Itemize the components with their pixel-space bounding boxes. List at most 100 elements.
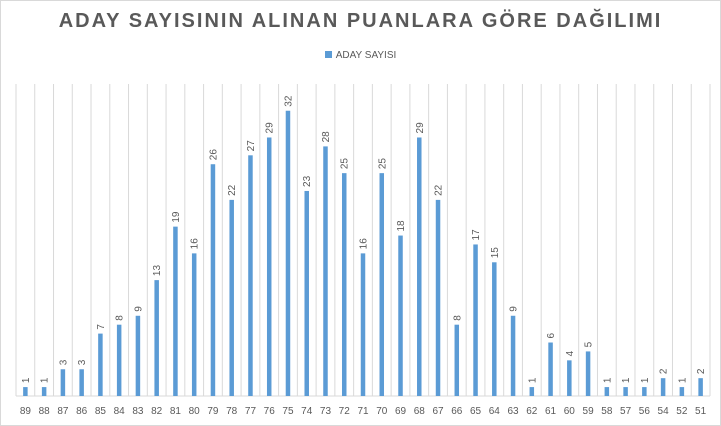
data-label: 8 [115,315,126,321]
x-tick-label: 59 [583,406,595,417]
bar [398,235,403,396]
x-tick-label: 56 [639,406,651,417]
bar [604,387,610,396]
data-label: 4 [565,350,576,356]
data-label: 25 [377,158,388,170]
bar [248,155,253,396]
data-label: 29 [265,122,276,134]
x-tick-label: 87 [57,406,69,417]
legend: ADAY SAYISI [0,50,721,61]
data-label: 1 [640,377,651,383]
data-label: 5 [584,341,595,347]
data-label: 18 [396,220,407,232]
x-tick-label: 72 [339,406,351,417]
bar [454,324,460,396]
data-label: 22 [227,184,238,196]
bar [585,351,591,396]
data-label: 3 [77,359,88,365]
data-label: 16 [359,238,370,250]
data-label: 23 [302,175,313,187]
x-tick-label: 85 [95,406,107,417]
bar [191,253,197,396]
x-tick-label: 70 [376,406,388,417]
bar [379,173,385,396]
data-label: 8 [452,315,463,321]
bar [435,199,441,396]
x-tick-label: 86 [76,406,88,417]
x-tick-label: 69 [395,406,407,417]
x-tick-label: 64 [489,406,501,417]
bar [116,324,122,396]
data-label: 17 [471,229,482,241]
x-tick-label: 54 [658,406,670,417]
x-tick-label: 84 [114,406,126,417]
bar [323,146,328,396]
bar [266,137,272,396]
data-label: 1 [602,377,613,383]
x-tick-label: 81 [170,406,182,417]
data-label: 1 [677,377,688,383]
data-label: 16 [190,238,201,250]
bar [79,369,84,396]
bar [510,315,516,396]
data-label: 3 [58,359,69,365]
x-tick-label: 82 [151,406,163,417]
bar [417,137,422,396]
bar [679,387,685,396]
x-tick-label: 58 [601,406,613,417]
bar [23,387,28,396]
x-tick-label: 75 [282,406,294,417]
bar [304,190,309,396]
bar [473,244,478,396]
x-tick-label: 71 [357,406,369,417]
bar [98,333,103,396]
bar [548,342,553,396]
bar [173,226,178,396]
bar [41,387,47,396]
data-label: 29 [415,122,426,134]
x-tick-label: 57 [620,406,632,417]
bar [341,173,347,396]
bar [529,387,535,396]
x-tick-label: 73 [320,406,332,417]
legend-swatch [324,51,332,58]
data-label: 1 [21,377,32,383]
bar [210,164,216,396]
x-tick-label: 83 [132,406,144,417]
x-tick-label: 88 [39,406,51,417]
x-tick-label: 63 [507,406,519,417]
bar [492,262,497,396]
x-tick-label: 78 [226,406,238,417]
data-label: 1 [527,377,538,383]
data-label: 2 [659,368,670,374]
data-label: 13 [152,265,163,277]
x-tick-label: 76 [264,406,276,417]
data-label: 6 [546,333,557,339]
data-label: 1 [40,377,51,383]
bar [623,387,628,396]
bar [154,280,159,396]
data-label: 9 [133,306,144,312]
data-label: 25 [340,158,351,170]
x-tick-label: 80 [189,406,201,417]
bar [360,253,366,396]
data-label: 19 [171,211,182,223]
x-tick-label: 68 [414,406,426,417]
data-label: 28 [321,131,332,143]
bar [135,315,141,396]
x-tick-label: 67 [432,406,444,417]
bar [642,387,647,396]
data-label: 1 [621,377,632,383]
x-tick-label: 52 [676,406,688,417]
bar [660,378,666,396]
data-label: 22 [434,184,445,196]
data-label: 7 [96,324,107,330]
data-label: 9 [509,306,520,312]
x-tick-label: 51 [695,406,707,417]
x-tick-label: 79 [207,406,219,417]
bar [285,110,291,396]
x-tick-label: 65 [470,406,482,417]
x-tick-label: 61 [545,406,557,417]
x-tick-label: 89 [20,406,32,417]
